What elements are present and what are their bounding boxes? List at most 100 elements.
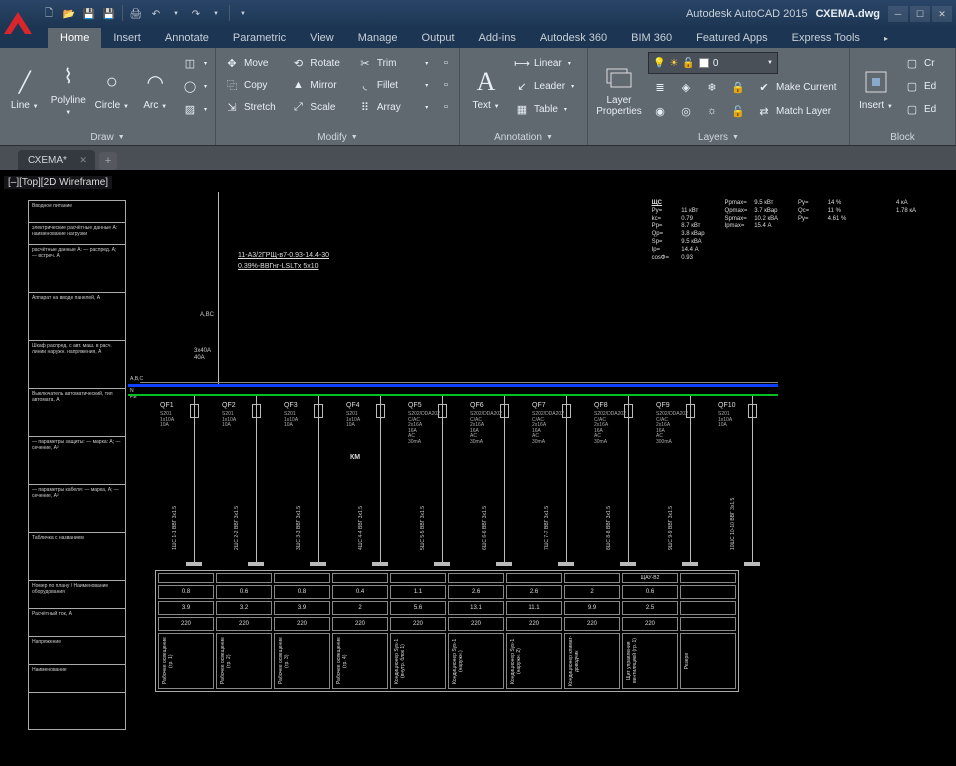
fillet-button[interactable]: ◟Fillet xyxy=(353,74,419,96)
ribbon-tab-featured-apps[interactable]: Featured Apps xyxy=(684,28,780,48)
layer-state-btn[interactable]: ≣ xyxy=(648,76,672,98)
block-edit-1[interactable]: ▢Ed xyxy=(900,75,940,97)
modify-extra[interactable]: ▫ xyxy=(437,52,455,74)
side-row-1: электрические расчётные данные А: наимен… xyxy=(29,223,125,245)
load-data-table: ЩАУ-В20.80.60.80.41.12.62.620.63.93.23.9… xyxy=(155,570,739,692)
ribbon-tab-insert[interactable]: Insert xyxy=(101,28,153,48)
qat-redo-icon[interactable]: ↷ xyxy=(187,5,205,23)
panel-draw-title[interactable]: Draw▼ xyxy=(0,129,215,145)
modify-dd[interactable]: ▾ xyxy=(419,74,437,96)
ribbon-tab-manage[interactable]: Manage xyxy=(346,28,410,48)
panel-annotation-title[interactable]: Annotation▼ xyxy=(460,129,587,145)
scale-button[interactable]: ⤢Scale xyxy=(286,96,352,118)
ribbon-tab-autodesk-360[interactable]: Autodesk 360 xyxy=(528,28,619,48)
block-create-0[interactable]: ▢Cr xyxy=(900,52,940,74)
stretch-button[interactable]: ⇲Stretch xyxy=(220,96,286,118)
copy-button[interactable]: ⿻Copy xyxy=(220,74,286,96)
table-button[interactable]: ▦Table▾ xyxy=(510,98,578,120)
modify-extra[interactable]: ▫ xyxy=(437,96,455,118)
ribbon-tab-express-tools[interactable]: Express Tools xyxy=(780,28,872,48)
ribbon-tab-parametric[interactable]: Parametric xyxy=(221,28,298,48)
layer-lock-btn[interactable]: 🔒 xyxy=(726,76,750,98)
panel-layers-title[interactable]: Layers▼ xyxy=(588,129,849,145)
maximize-button[interactable]: ☐ xyxy=(910,6,930,22)
doc-title: СХЕМА.dwg xyxy=(816,8,880,20)
ribbon-tabs: HomeInsertAnnotateParametricViewManageOu… xyxy=(0,28,956,48)
qat-undo-icon[interactable]: ↶ xyxy=(147,5,165,23)
modify-dd[interactable]: ▾ xyxy=(419,52,437,74)
layer-iso-btn[interactable]: ◈ xyxy=(674,76,698,98)
qat-saveas-icon[interactable]: 💾 xyxy=(100,5,118,23)
table-row: 220220220220220220220220220 xyxy=(158,617,736,631)
draw-extra-1[interactable]: ◯▾ xyxy=(178,75,211,97)
feeder-cable-0: 1ШС 1-1 ВВГ 3х1.5 xyxy=(172,470,178,550)
ribbon-tab-home[interactable]: Home xyxy=(48,28,101,48)
draw-extra-0[interactable]: ◫▾ xyxy=(178,52,211,74)
match-layer-btn[interactable]: ⇄Match Layer xyxy=(752,100,835,122)
feeder-cable-6: 7ШС 7-7 ВВГ 3х1.5 xyxy=(544,470,550,550)
text-button[interactable]: A Text ▼ xyxy=(464,52,508,125)
busbar-phase xyxy=(140,382,778,383)
panel-block-title[interactable]: Block xyxy=(850,129,955,145)
circle-button[interactable]: ○Circle ▼ xyxy=(91,52,133,125)
mirror-icon: ▲ xyxy=(290,77,306,93)
layer-off-btn[interactable]: ◉ xyxy=(648,100,672,122)
ribbon-tab-annotate[interactable]: Annotate xyxy=(153,28,221,48)
layer-properties-button[interactable]: LayerProperties xyxy=(592,52,646,125)
ribbon-tab-view[interactable]: View xyxy=(298,28,346,48)
side-row-4: Шкаф распред. с авт. маш. в расч. линии … xyxy=(29,341,125,389)
match-layer-icon: ⇄ xyxy=(756,103,772,119)
arc-button[interactable]: ◠Arc ▼ xyxy=(135,52,177,125)
ribbon-tab-add-ins[interactable]: Add-ins xyxy=(467,28,528,48)
feeder-cable-9: 10ШС 10-10 ВВГ 3х1.5 xyxy=(730,470,736,550)
qat-redo-dd[interactable]: ▼ xyxy=(207,5,225,23)
side-row-8: Табличка с названием xyxy=(29,533,125,581)
layer-freeze-btn[interactable]: ❄ xyxy=(700,76,724,98)
feeder-cable-5: 6ШС 6-6 ВВГ 3х1.5 xyxy=(482,470,488,550)
layer-thaw-btn[interactable]: ☼ xyxy=(700,100,724,122)
block-edit-2[interactable]: ▢Ed xyxy=(900,98,940,120)
qat-customize-icon[interactable]: ▼ xyxy=(234,5,252,23)
side-row-2: расчётные данные A: — распред. А; — встр… xyxy=(29,245,125,293)
modify-extra[interactable]: ▫ xyxy=(437,74,455,96)
draw-extra-2[interactable]: ▨▾ xyxy=(178,98,211,120)
new-tab-button[interactable]: + xyxy=(99,152,117,170)
drawing-content: Вводное питаниеэлектрические расчётные д… xyxy=(0,170,956,766)
drawing-canvas[interactable]: [–][Top][2D Wireframe] Вводное питаниеэл… xyxy=(0,170,956,766)
leader-button[interactable]: ↙Leader▾ xyxy=(510,75,578,97)
minimize-button[interactable]: ─ xyxy=(888,6,908,22)
layer-unlock-btn[interactable]: 🔓 xyxy=(726,100,750,122)
ribbon-overflow[interactable]: ▸ xyxy=(872,28,900,48)
qat-open-icon[interactable]: 📂 xyxy=(60,5,78,23)
leader-icon: ↙ xyxy=(514,78,530,94)
quick-access-toolbar: 🗋 📂 💾 💾 🖨 ↶ ▼ ↷ ▼ ▼ xyxy=(40,5,252,23)
rotate-button[interactable]: ⟲Rotate xyxy=(286,52,352,74)
array-button[interactable]: ⠿Array xyxy=(353,96,419,118)
mirror-button[interactable]: ▲Mirror xyxy=(286,74,352,96)
qat-plot-icon[interactable]: 🖨 xyxy=(127,5,145,23)
trim-button[interactable]: ✂Trim xyxy=(353,52,419,74)
layer-combo[interactable]: 💡 ☀ 🔓 0 ▼ xyxy=(648,52,778,74)
linear-button[interactable]: ⟼Linear▾ xyxy=(510,52,578,74)
busbar-neutral xyxy=(128,384,778,387)
ribbon-tab-output[interactable]: Output xyxy=(410,28,467,48)
qat-new-icon[interactable]: 🗋 xyxy=(40,5,58,23)
make-current-btn[interactable]: ✔Make Current xyxy=(752,76,841,98)
document-tab[interactable]: СХЕМА* ✕ xyxy=(18,150,95,170)
qat-save-icon[interactable]: 💾 xyxy=(80,5,98,23)
feeder-cable-7: 8ШС 8-8 ВВГ 3х1.5 xyxy=(606,470,612,550)
qat-undo-dd[interactable]: ▼ xyxy=(167,5,185,23)
polyline-button[interactable]: ⌇Polyline ▼ xyxy=(48,52,90,125)
panel-modify-title[interactable]: Modify▼ xyxy=(216,129,459,145)
insert-button[interactable]: Insert ▼ xyxy=(854,52,898,125)
incoming-line xyxy=(218,192,219,384)
move-button[interactable]: ✥Move xyxy=(220,52,286,74)
close-tab-icon[interactable]: ✕ xyxy=(79,155,87,166)
close-button[interactable]: ✕ xyxy=(932,6,952,22)
ribbon-tab-bim-360[interactable]: BIM 360 xyxy=(619,28,684,48)
layer-on-btn[interactable]: ◎ xyxy=(674,100,698,122)
modify-dd[interactable]: ▾ xyxy=(419,96,437,118)
line-button[interactable]: ╱Line ▼ xyxy=(4,52,46,125)
table-icon: ▦ xyxy=(514,101,530,117)
scale-icon: ⤢ xyxy=(290,99,306,115)
